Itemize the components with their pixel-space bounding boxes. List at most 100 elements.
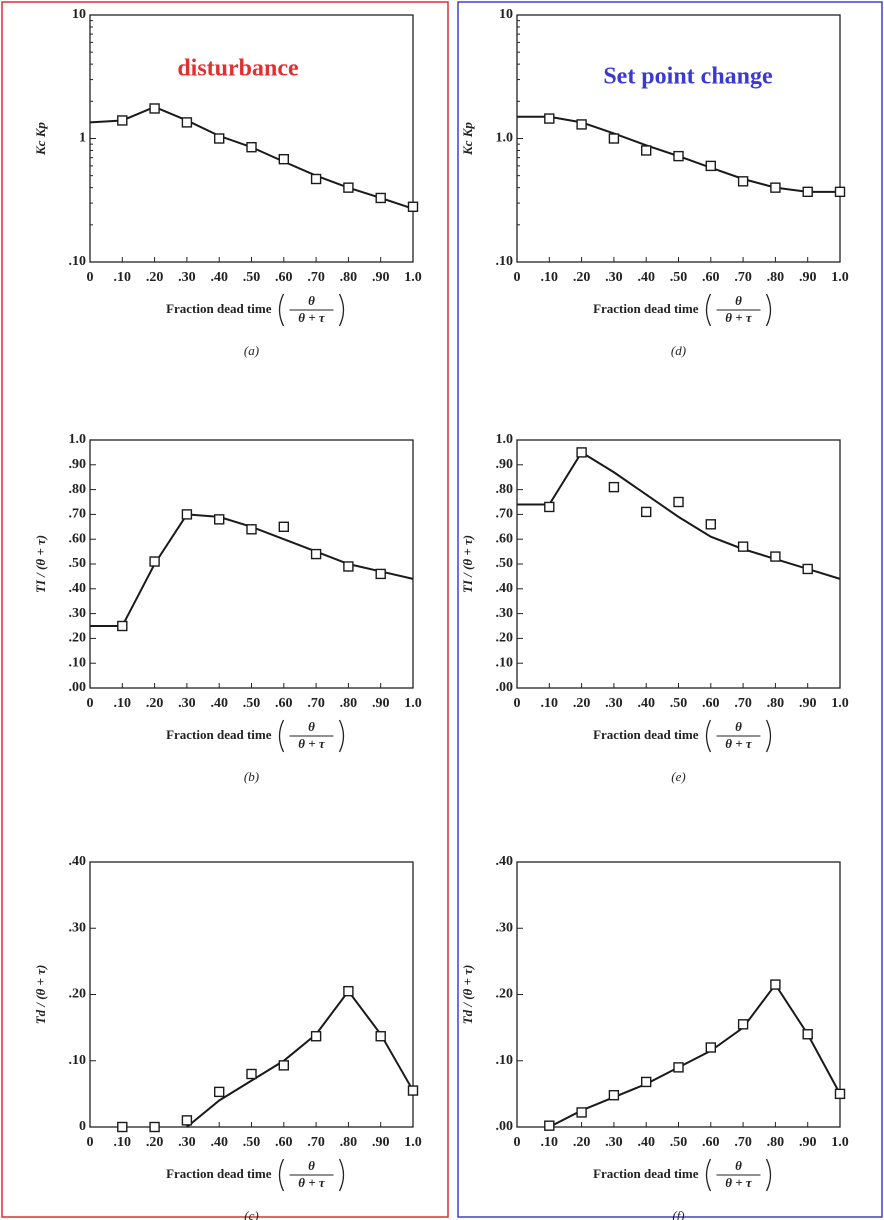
data-point (278, 521, 289, 532)
x-tick-label: .10 (541, 696, 559, 711)
data-point (673, 150, 684, 162)
paren-right (338, 1158, 345, 1192)
x-tick-label: .20 (573, 270, 591, 285)
data-point (673, 496, 684, 508)
x-tick-label: .40 (210, 1135, 228, 1150)
fraction-numerator: θ (308, 293, 315, 308)
y-tick-label: .50 (69, 556, 87, 571)
x-tick-label: .30 (178, 270, 196, 285)
fraction-denominator: θ + τ (725, 1175, 753, 1190)
data-point (641, 506, 652, 518)
fraction-numerator: θ (735, 1158, 742, 1173)
data-point (834, 1088, 846, 1100)
x-tick-label: .50 (670, 1135, 688, 1150)
paren-right (765, 1158, 772, 1192)
y-tick-label: 0 (79, 1119, 86, 1134)
x-tick-label: 1.0 (831, 696, 849, 711)
y-tick-label: .30 (69, 920, 87, 935)
data-point (608, 133, 620, 144)
y-tick-label: .20 (496, 987, 514, 1002)
data-point (278, 153, 289, 165)
x-tick-label: .30 (605, 270, 623, 285)
x-tick-label: .60 (275, 696, 293, 711)
fraction-denominator: θ + τ (298, 736, 326, 751)
y-tick-label: .80 (69, 482, 87, 497)
caption: (a) (244, 343, 259, 358)
paren-right (765, 719, 772, 753)
y-tick-label: 10 (72, 7, 86, 22)
paren-right (338, 293, 345, 327)
left-panel-frame (1, 1, 449, 1218)
x-tick-label: .80 (767, 696, 785, 711)
series-line (89, 105, 414, 210)
x-tick-label: 1.0 (404, 270, 422, 285)
data-point (181, 509, 193, 520)
x-tick-label: .40 (637, 1135, 655, 1150)
x-tick-label: .20 (146, 270, 164, 285)
x-tick-label: .70 (307, 1135, 325, 1150)
x-tick-label: .20 (146, 1135, 164, 1150)
x-tick-label: .70 (734, 1135, 752, 1150)
y-tick-label: .20 (69, 631, 87, 646)
x-tick-label: .10 (541, 270, 559, 285)
x-tick-label: 0 (514, 1135, 521, 1150)
x-tick-label: .90 (799, 1135, 817, 1150)
y-tick-label: .50 (496, 556, 514, 571)
y-axis-label: TI / (θ + τ) (33, 535, 48, 593)
x-tick-label: 0 (87, 270, 94, 285)
x-axis-label: Fraction dead time (593, 301, 699, 316)
data-point (608, 1089, 620, 1101)
data-point (705, 160, 716, 172)
x-tick-label: 0 (87, 696, 94, 711)
data-point (149, 556, 160, 567)
plot-frame (89, 439, 414, 689)
y-tick-label: .60 (496, 531, 514, 546)
data-point (375, 1031, 386, 1042)
data-point (576, 119, 587, 130)
data-point (117, 1121, 128, 1133)
x-tick-label: 1.0 (404, 1135, 422, 1150)
data-point (407, 1085, 419, 1096)
x-tick-label: .80 (340, 270, 358, 285)
caption: (e) (671, 769, 685, 784)
plot-frame (89, 861, 414, 1128)
data-point (802, 1029, 813, 1040)
x-tick-label: .10 (541, 1135, 559, 1150)
x-tick-label: .80 (340, 696, 358, 711)
x-tick-label: .10 (114, 270, 132, 285)
x-tick-label: .10 (114, 696, 132, 711)
y-tick-label: .60 (69, 531, 87, 546)
fraction-numerator: θ (308, 1158, 315, 1173)
data-point (705, 1042, 716, 1053)
x-axis-label: Fraction dead time (166, 727, 272, 742)
x-tick-label: .50 (243, 1135, 261, 1150)
data-point (213, 1086, 225, 1098)
x-tick-label: .60 (702, 270, 720, 285)
paren-left (278, 293, 285, 327)
y-tick-label: 1.0 (496, 131, 514, 146)
data-point (737, 1019, 749, 1030)
x-tick-label: 0 (514, 696, 521, 711)
x-tick-label: .40 (637, 270, 655, 285)
series-line (548, 982, 841, 1128)
fraction-denominator: θ + τ (298, 310, 326, 325)
y-axis-label: Kc Kp (460, 122, 475, 156)
data-point (213, 514, 225, 525)
y-tick-label: 10 (499, 7, 513, 22)
data-point (310, 173, 322, 185)
data-point (544, 1120, 555, 1131)
data-point (310, 548, 322, 560)
y-tick-label: .40 (496, 854, 514, 869)
x-tick-label: .90 (799, 270, 817, 285)
paren-left (705, 293, 712, 327)
x-axis-label: Fraction dead time (166, 1166, 272, 1181)
fraction-denominator: θ + τ (725, 736, 753, 751)
y-tick-label: .00 (69, 680, 87, 695)
x-tick-label: .20 (573, 1135, 591, 1150)
x-tick-label: .70 (307, 696, 325, 711)
y-tick-label: .30 (69, 606, 87, 621)
data-point (246, 524, 257, 535)
y-tick-label: .40 (496, 581, 514, 596)
data-point (278, 1060, 289, 1071)
